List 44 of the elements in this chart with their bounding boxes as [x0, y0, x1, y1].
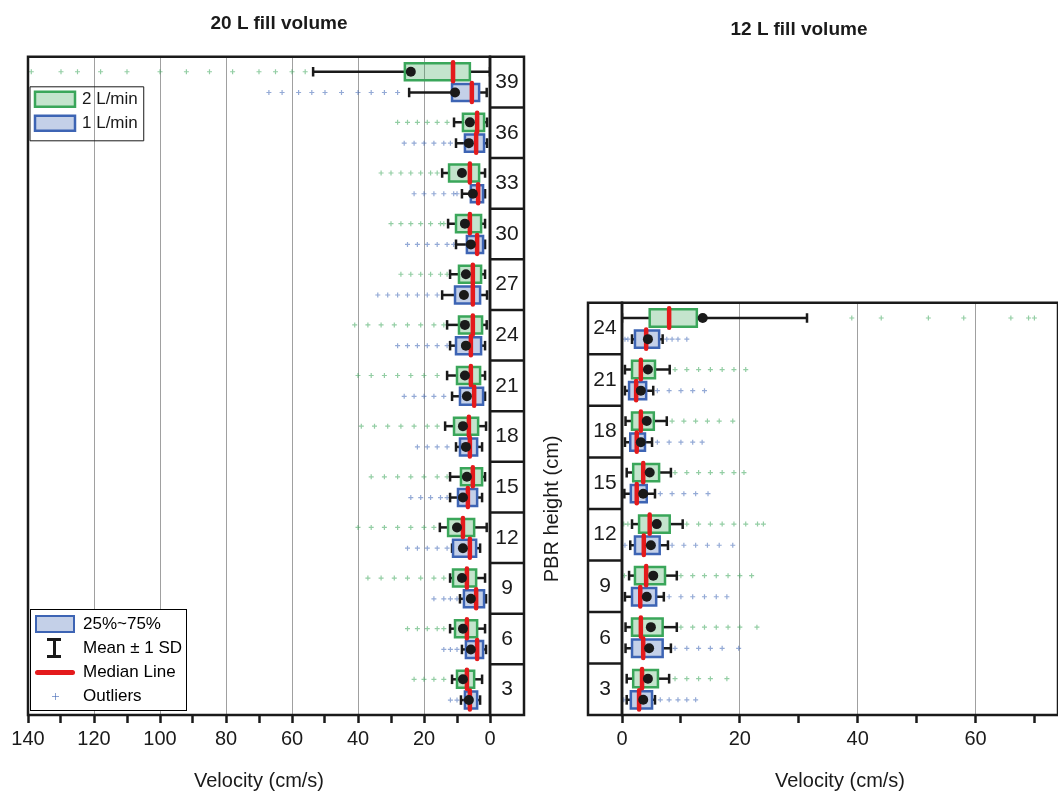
- annotation: Median Line: [83, 662, 176, 682]
- legend-label: 2 L/min: [82, 89, 138, 109]
- x-tick-label: 40: [846, 726, 869, 749]
- x-tick-label: 60: [964, 726, 987, 749]
- y-tick-label: 36: [495, 119, 519, 143]
- chart-title: 20 L fill volume: [210, 11, 348, 33]
- x-tick-label: 20: [412, 726, 436, 749]
- y-tick-label: 18: [495, 423, 519, 447]
- x-tick-label: 20: [728, 726, 751, 749]
- y-tick-label: 18: [593, 418, 617, 442]
- y-tick-label: 9: [501, 575, 513, 599]
- y-tick-label: 24: [495, 322, 519, 346]
- legend-label: 1 L/min: [82, 113, 138, 133]
- y-tick-label: 21: [495, 372, 519, 396]
- y-tick-label: 12: [495, 524, 519, 548]
- chart-title: 12 L fill volume: [730, 17, 868, 39]
- y-tick-label: 15: [495, 473, 519, 497]
- x-tick-label: 0: [484, 726, 496, 749]
- x-tick-label: 0: [616, 726, 628, 749]
- y-tick-label: 33: [495, 170, 519, 194]
- x-axis-title: Velocity (cm/s): [774, 768, 906, 791]
- x-tick-label: 140: [11, 726, 45, 749]
- y-tick-label: 39: [495, 68, 519, 92]
- x-tick-label: 80: [214, 726, 238, 749]
- y-tick-label: 15: [593, 469, 617, 493]
- y-tick-label: 6: [599, 624, 611, 648]
- x-tick-label: 40: [346, 726, 370, 749]
- annotation: Outliers: [83, 686, 142, 706]
- y-tick-label: 27: [495, 271, 519, 295]
- y-tick-label: 3: [599, 676, 611, 700]
- y-tick-label: 3: [501, 676, 513, 700]
- y-tick-label: 24: [593, 315, 617, 339]
- x-tick-label: 120: [77, 726, 111, 749]
- x-tick-label: 100: [143, 726, 177, 749]
- x-axis-title: Velocity (cm/s): [193, 768, 325, 791]
- y-axis-title: PBR height (cm): [539, 435, 562, 583]
- y-tick-label: 12: [593, 521, 617, 545]
- annotation: Mean ± 1 SD: [83, 638, 183, 658]
- y-tick-label: 6: [501, 625, 513, 649]
- x-tick-label: 60: [280, 726, 304, 749]
- y-tick-label: 9: [599, 572, 611, 596]
- y-tick-label: 30: [495, 220, 519, 244]
- y-tick-label: 21: [593, 366, 617, 390]
- annotation: 25%~75%: [83, 614, 161, 634]
